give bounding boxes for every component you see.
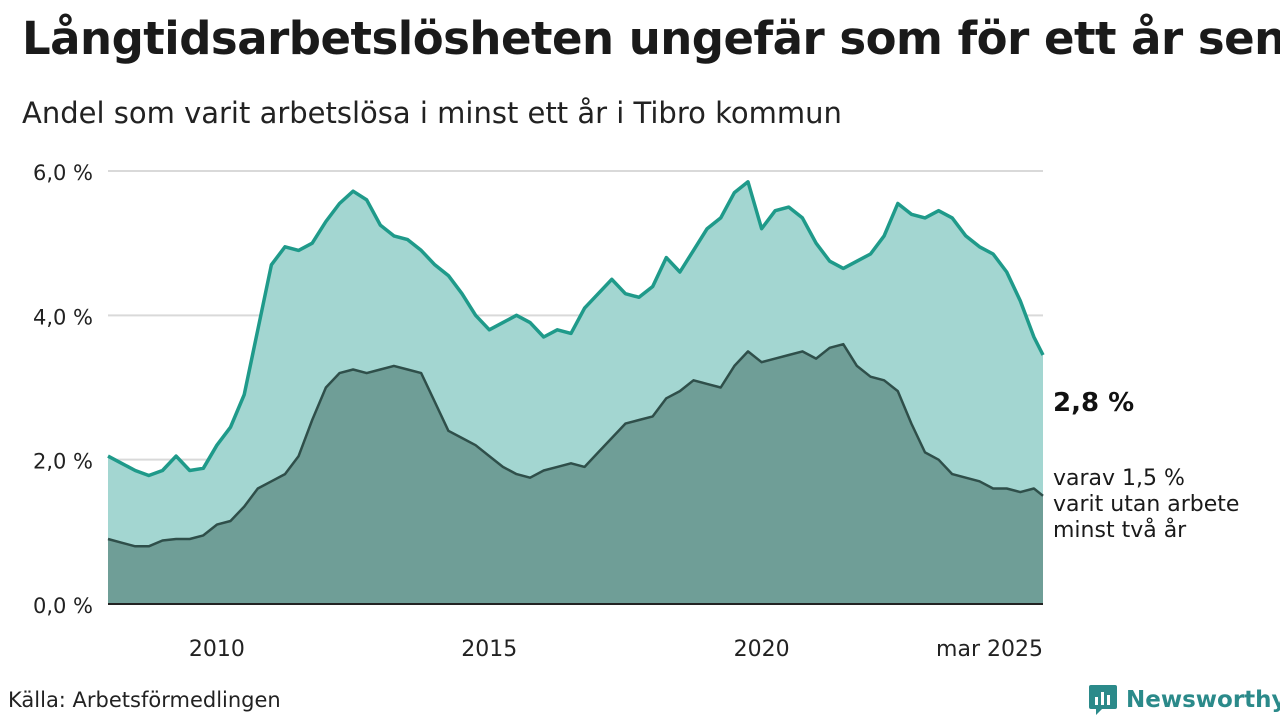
x-tick-label: mar 2025	[936, 637, 1043, 662]
series-line-main	[107, 180, 1045, 478]
y-tick-label: 2,0 %	[33, 450, 93, 474]
y-tick-label: 0,0 %	[33, 594, 93, 618]
end-label-sub-line: minst två år	[1053, 517, 1187, 543]
page-title: Långtidsarbetslösheten ungefär som för e…	[22, 12, 1280, 65]
x-tick-label: 2020	[734, 637, 790, 662]
y-tick-label: 4,0 %	[33, 305, 93, 329]
x-axis-ticks: 2010 2015 2020 mar 2025	[189, 637, 1043, 662]
end-label-sub-line: varav 1,5 %	[1053, 466, 1185, 491]
x-tick-label: 2010	[189, 637, 245, 662]
newsworthy-icon	[1089, 685, 1117, 715]
brand-name: Newsworthy	[1126, 687, 1280, 713]
end-label-sub-line: varit utan arbete	[1053, 492, 1239, 517]
end-label-main: 2,8 %	[1053, 388, 1134, 418]
brand-logo: Newsworthy	[1088, 683, 1280, 717]
series-area-sub	[108, 344, 1043, 604]
series-line-sub	[107, 342, 1044, 548]
y-axis-ticks: 0,0 % 2,0 % 4,0 % 6,0 %	[33, 161, 93, 618]
y-tick-label: 6,0 %	[33, 161, 93, 185]
source-note: Källa: Arbetsförmedlingen	[8, 688, 281, 712]
x-tick-label: 2015	[461, 637, 517, 662]
page-subtitle: Andel som varit arbetslösa i minst ett å…	[22, 96, 842, 130]
